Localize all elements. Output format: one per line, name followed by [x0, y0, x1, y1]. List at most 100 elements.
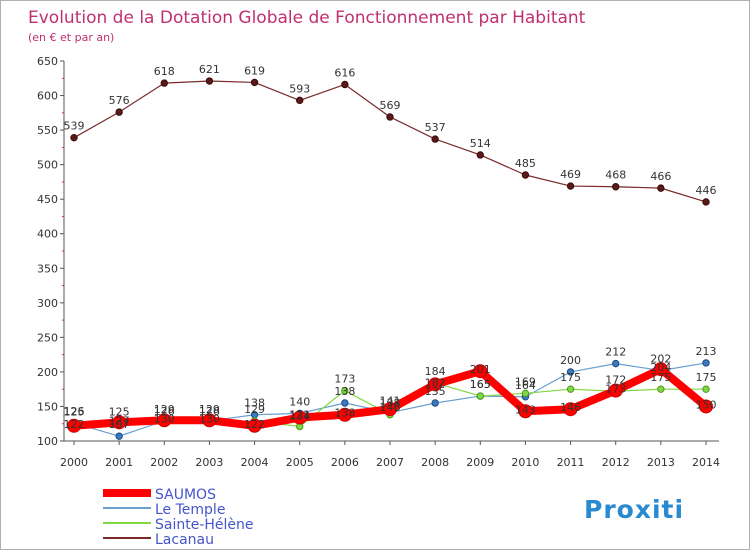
x-tick-label: 2007 — [376, 456, 404, 469]
y-tick-label: 650 — [37, 55, 58, 68]
data-label: 182 — [425, 376, 446, 389]
data-label: 129 — [244, 403, 265, 416]
data-point — [612, 359, 620, 368]
x-tick-label: 2012 — [602, 456, 630, 469]
data-label: 184 — [425, 365, 446, 378]
data-label: 175 — [560, 371, 581, 384]
y-tick-label: 450 — [37, 193, 58, 206]
x-tick-label: 2013 — [647, 456, 675, 469]
data-point — [386, 113, 394, 121]
data-label: 140 — [289, 395, 310, 408]
data-label: 135 — [425, 385, 446, 398]
data-point — [296, 96, 304, 105]
y-tick-label: 200 — [37, 366, 58, 379]
data-label: 537 — [425, 121, 446, 134]
data-label: 164 — [515, 379, 536, 392]
x-tick-label: 2002 — [150, 456, 178, 469]
data-labels: 539 576 618 621 619 593 616 569 537 514 485 469 468 4… — [64, 63, 717, 431]
data-label: 125 — [64, 406, 85, 419]
data-label: 150 — [696, 398, 717, 411]
data-label: 175 — [696, 371, 717, 384]
proxiti-logo: Proxiti — [584, 495, 684, 524]
data-point — [608, 383, 623, 398]
data-point — [521, 389, 530, 398]
data-point — [566, 368, 575, 376]
y-tick-label: 550 — [37, 124, 58, 137]
data-point — [473, 364, 488, 379]
data-label: 201 — [470, 363, 491, 376]
data-label: 446 — [696, 184, 717, 197]
data-label: 121 — [289, 408, 310, 421]
data-point — [70, 133, 78, 142]
data-point — [157, 413, 172, 428]
data-label: 469 — [560, 168, 581, 181]
data-label: 138 — [334, 407, 355, 420]
data-point — [702, 385, 710, 393]
data-point — [341, 386, 349, 395]
y-tick-label: 500 — [37, 159, 58, 172]
data-label: 141 — [380, 395, 401, 408]
data-label: 618 — [154, 65, 175, 78]
data-label: 127 — [109, 414, 130, 427]
data-point — [702, 198, 710, 206]
data-label: 173 — [605, 383, 626, 396]
data-point — [250, 78, 259, 87]
data-label: 621 — [199, 63, 220, 76]
data-label: 126 — [154, 405, 175, 418]
data-point — [702, 359, 710, 367]
data-point — [160, 79, 168, 87]
data-label: 146 — [560, 401, 581, 414]
x-tick-label: 2003 — [195, 456, 223, 469]
data-label: 619 — [244, 64, 265, 77]
data-label: 514 — [470, 137, 491, 150]
data-label: 138 — [334, 385, 355, 398]
data-label: 466 — [650, 170, 671, 183]
data-label: 130 — [154, 412, 175, 425]
y-tick-label: 100 — [37, 435, 58, 448]
axes: 100 150 200 250 300 350 400 450 500 550 600 650 2000… — [37, 55, 720, 469]
data-label: 213 — [696, 345, 717, 358]
data-label: 122 — [64, 418, 85, 431]
data-label: 126 — [64, 405, 85, 418]
data-label: 129 — [199, 403, 220, 416]
y-tick-label: 400 — [37, 228, 58, 241]
data-label: 138 — [380, 397, 401, 410]
data-point — [476, 392, 484, 400]
data-label: 125 — [109, 406, 130, 419]
logo-text: Proxiti — [584, 495, 684, 524]
data-label: 468 — [605, 169, 626, 182]
data-label: 169 — [515, 375, 536, 388]
y-tick-label: 600 — [37, 90, 58, 103]
data-point — [657, 385, 665, 393]
data-label: 172 — [605, 373, 626, 386]
data-point — [205, 77, 214, 85]
data-label: 593 — [289, 82, 310, 95]
data-label: 173 — [334, 373, 355, 386]
data-point — [115, 108, 123, 116]
data-label: 122 — [244, 418, 265, 431]
data-point — [657, 184, 665, 192]
x-tick-label: 2010 — [511, 456, 539, 469]
data-point — [383, 402, 397, 417]
data-label: 146 — [380, 401, 401, 414]
data-label: 165 — [470, 378, 491, 391]
data-point — [518, 404, 533, 419]
data-label: 107 — [109, 418, 130, 431]
legend-label: Le Temple — [155, 502, 225, 518]
data-point — [337, 407, 352, 422]
data-point — [431, 135, 439, 143]
x-tick-label: 2001 — [105, 456, 133, 469]
data-point — [202, 413, 217, 428]
x-tick-label: 2000 — [60, 456, 88, 469]
data-label: 134 — [289, 410, 310, 423]
data-point — [341, 399, 349, 407]
data-point — [292, 410, 307, 425]
chart-subtitle: (en € et par an) — [28, 31, 114, 44]
data-point — [67, 418, 81, 433]
data-label: 138 — [244, 397, 265, 410]
data-point — [566, 385, 575, 393]
data-point — [476, 151, 484, 159]
data-point — [428, 377, 443, 392]
data-label: 485 — [515, 157, 536, 170]
